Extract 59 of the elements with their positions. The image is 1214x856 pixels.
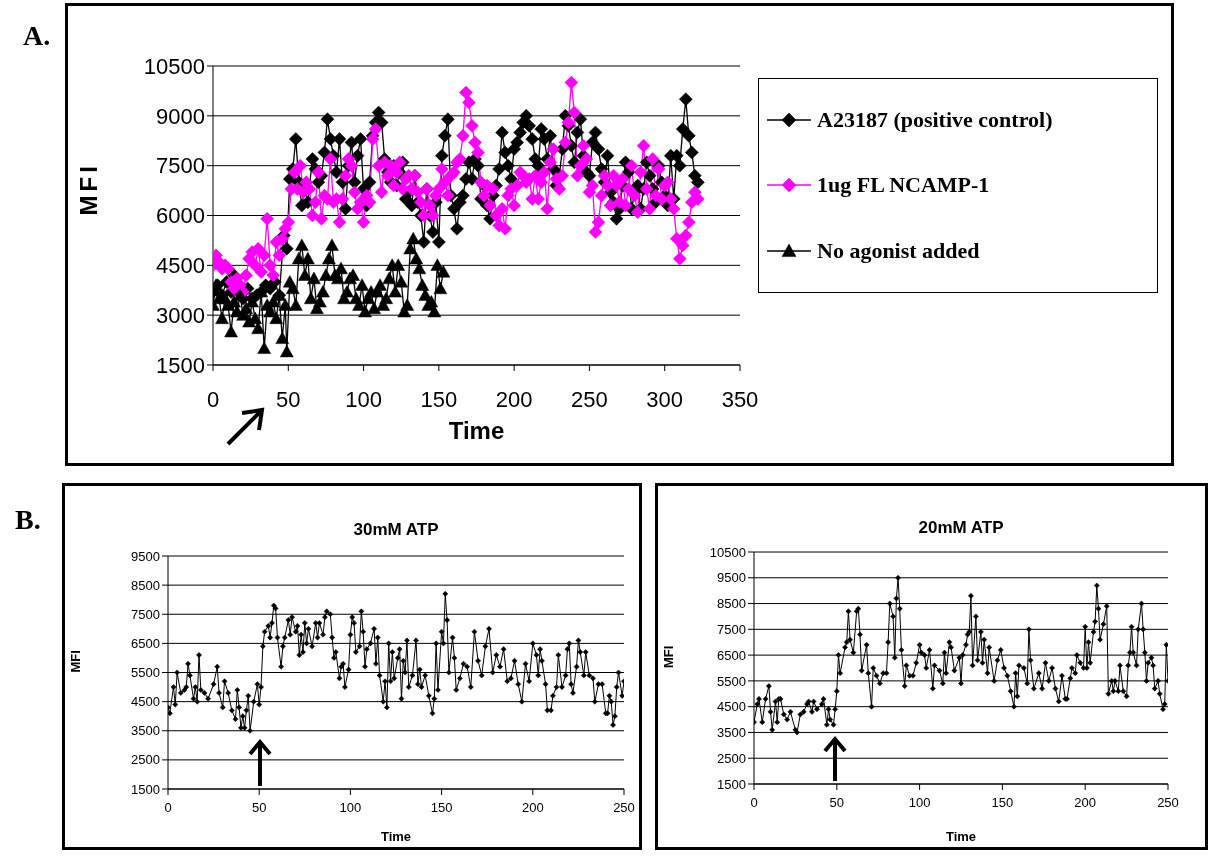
x-tick-label: 150	[991, 795, 1014, 811]
y-tick-label: 1500	[156, 352, 205, 378]
y-tick-label: 6500	[717, 647, 746, 663]
y-tick-label: 9000	[156, 103, 205, 129]
text: A.	[23, 20, 51, 52]
chart-title: 30mM ATP	[352, 520, 440, 540]
x-tick-label: 350	[721, 386, 759, 412]
y-tick-label: 5500	[717, 673, 746, 689]
y-tick-label: 4500	[717, 699, 746, 715]
y-tick-label: 8500	[717, 596, 746, 612]
x-tick-label: 50	[829, 795, 845, 811]
legend-label: A23187 (positive control)	[817, 106, 1053, 133]
x-tick-label: 150	[430, 800, 453, 816]
x-tick-label: 300	[646, 386, 684, 412]
x-tick-label: 100	[908, 795, 931, 811]
x-tick-label: 50	[251, 800, 267, 816]
x-tick-label: 0	[206, 386, 220, 412]
x-tick-label: 250	[613, 800, 635, 816]
y-tick-label: 10500	[143, 53, 205, 79]
y-tick-label: 7500	[717, 621, 746, 637]
x-tick-label: 50	[276, 386, 301, 412]
x-axis-title: Time	[945, 829, 977, 844]
y-tick-label: 6000	[156, 203, 205, 229]
chart-title: 20mM ATP	[917, 518, 1005, 538]
y-tick-label: 1500	[717, 776, 746, 792]
y-axis-title: MFI	[67, 650, 83, 673]
y-tick-label: 9500	[717, 570, 746, 586]
y-tick-label: 3000	[156, 302, 205, 328]
x-tick-label: 200	[521, 800, 544, 816]
y-tick-label: 2500	[717, 750, 746, 766]
y-tick-label: 7500	[131, 606, 160, 622]
y-tick-label: 4500	[131, 694, 160, 710]
legend-label: No agonist added	[817, 238, 980, 265]
x-axis-title: Time	[448, 417, 505, 444]
x-tick-label: 200	[495, 386, 533, 412]
y-tick-label: 1500	[131, 781, 160, 797]
y-axis-title: MFI	[660, 645, 676, 668]
y-tick-label: 7500	[156, 153, 205, 179]
y-tick-label: 3500	[717, 725, 746, 741]
x-tick-label: 150	[420, 386, 458, 412]
y-tick-label: 3500	[131, 723, 160, 739]
y-axis-title: MFI	[74, 162, 102, 216]
x-axis-title: Time	[380, 829, 412, 844]
x-tick-label: 0	[164, 800, 172, 816]
y-tick-label: 10500	[709, 544, 746, 560]
x-tick-label: 250	[1157, 795, 1179, 811]
x-tick-label: 100	[339, 800, 362, 816]
y-tick-label: 9500	[131, 548, 160, 564]
y-tick-label: 4500	[156, 253, 205, 279]
y-tick-label: 8500	[131, 577, 160, 593]
text: B.	[15, 504, 41, 536]
legend-label: 1ug FL NCAMP-1	[817, 172, 990, 199]
y-tick-label: 5500	[131, 665, 160, 681]
x-tick-label: 0	[750, 795, 758, 811]
y-tick-label: 2500	[131, 752, 160, 768]
y-tick-label: 6500	[131, 635, 160, 651]
x-tick-label: 200	[1074, 795, 1097, 811]
x-tick-label: 100	[345, 386, 382, 412]
x-tick-label: 250	[571, 386, 608, 412]
